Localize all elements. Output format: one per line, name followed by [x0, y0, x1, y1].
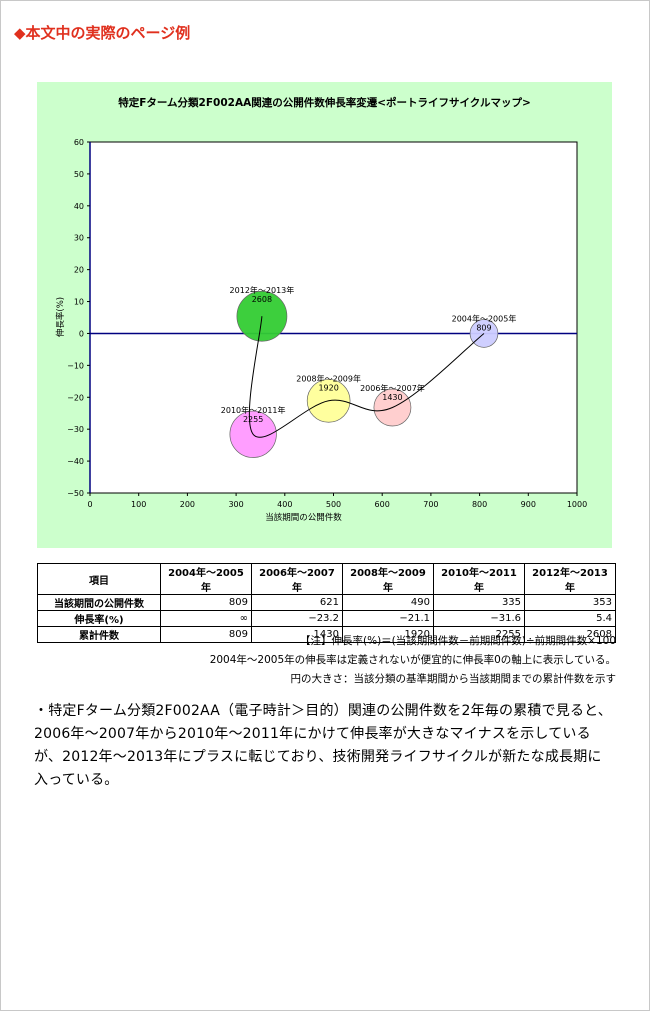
table-cell: ∞ [160, 610, 252, 627]
note-line: 円の大きさ：当該分類の基準期間から当該期間までの累計件数を示す [290, 673, 617, 685]
table-notes: 【注】伸長率(%)＝(当該期間件数－前期間件数)÷前期間件数×100 2004年… [140, 632, 616, 689]
y-tick-label: 10 [74, 298, 84, 307]
y-tick-label: 60 [74, 138, 84, 147]
x-tick-label: 500 [326, 500, 341, 509]
bubble-size-label: 809 [476, 324, 491, 333]
table-cell: 2255 [432, 626, 526, 643]
table-header: 2006年～2007年 [250, 563, 343, 595]
x-tick-label: 600 [375, 500, 390, 509]
bubble-period-label: 2004年～2005年 [452, 314, 517, 324]
x-tick-label: 800 [472, 500, 487, 509]
table-header: 2010年～2011年 [432, 563, 526, 595]
note-line: 2004年～2005年の伸長率は定義されないが便宜的に伸長率0の軸上に表示してい… [209, 654, 616, 666]
bubble-period-label: 2010年～2011年 [221, 405, 286, 415]
row-label: 伸長率(%) [37, 610, 161, 627]
y-tick-label: −20 [67, 393, 84, 402]
chart-title: 特定Fターム分類2F002AA関連の公開件数伸長率変遷<ポートライフサイクルマッ… [118, 97, 531, 109]
bubble-size-label: 2608 [252, 295, 272, 304]
table-header: 2012年～2013年 [524, 563, 616, 595]
table-header: 2008年～2009年 [341, 563, 435, 595]
x-tick-label: 200 [180, 500, 195, 509]
table-cell: 621 [250, 594, 343, 611]
x-tick-label: 400 [277, 500, 292, 509]
plot-area [89, 141, 578, 494]
y-tick-label: 30 [74, 234, 84, 243]
table-header: 2004年～2005年 [160, 563, 252, 595]
row-label: 当該期間の公開件数 [37, 594, 161, 611]
table-cell: −23.2 [250, 610, 343, 627]
row-label: 累計件数 [37, 626, 161, 643]
y-tick-label: 40 [74, 202, 84, 211]
y-tick-label: 50 [74, 170, 84, 179]
x-tick-label: 0 [87, 500, 92, 509]
table-row: 累計件数 809 1430 1920 2255 2608 [37, 626, 616, 643]
page-heading: ◆本文中の実際のページ例 [14, 24, 191, 42]
table-cell: 1920 [341, 626, 435, 643]
chart-panel: 特定Fターム分類2F002AA関連の公開件数伸長率変遷<ポートライフサイクルマッ… [37, 82, 612, 548]
bubble-period-label: 2012年～2013年 [230, 285, 295, 295]
bubble [236, 290, 288, 342]
y-tick-label: −30 [67, 425, 84, 434]
bubble-size-label: 1430 [382, 393, 402, 402]
x-tick-label: 1000 [567, 500, 587, 509]
x-tick-label: 900 [521, 500, 536, 509]
table-row: 当該期間の公開件数 809 621 490 335 353 [37, 594, 616, 611]
table-cell: 490 [341, 594, 435, 611]
table-cell: −31.6 [432, 610, 526, 627]
x-axis-label: 当該期間の公開件数 [265, 512, 342, 523]
y-tick-label: 20 [74, 266, 84, 275]
table-cell: −21.1 [341, 610, 435, 627]
y-tick-label: −50 [67, 489, 84, 498]
y-axis-label: 伸長率(%) [55, 297, 66, 337]
table-header: 項目 [37, 563, 161, 595]
bubble-period-label: 2006年～2007年 [360, 383, 425, 393]
table-row: 伸長率(%) ∞ −23.2 −21.1 −31.6 5.4 [37, 610, 616, 627]
x-tick-label: 100 [131, 500, 146, 509]
table-cell: 5.4 [524, 610, 616, 627]
table-cell: 335 [432, 594, 526, 611]
note-line: 【注】伸長率(%)＝(当該期間件数－前期間件数)÷前期間件数×100 [300, 635, 616, 647]
y-tick-label: −10 [67, 361, 84, 370]
table-cell: 353 [524, 594, 616, 611]
y-tick-label: −40 [67, 457, 84, 466]
data-table: 項目 2004年～2005年 2006年～2007年 2008年～2009年 2… [37, 563, 616, 643]
bubble [469, 319, 499, 348]
trajectory-line [248, 316, 485, 438]
table-header-row: 項目 2004年～2005年 2006年～2007年 2008年～2009年 2… [37, 563, 616, 595]
bubble-size-label: 2255 [243, 415, 263, 424]
table-cell: 2608 [524, 626, 616, 643]
x-tick-label: 700 [423, 500, 438, 509]
bubble-period-label: 2008年～2009年 [296, 373, 361, 383]
body-paragraph: ・特定Fターム分類2F002AA（電子時計＞目的）関連の公開件数を2年毎の累積で… [34, 703, 613, 788]
table-cell: 809 [160, 594, 252, 611]
y-tick-label: 0 [79, 329, 84, 338]
x-tick-label: 300 [228, 500, 243, 509]
bubble-size-label: 1920 [318, 383, 338, 392]
